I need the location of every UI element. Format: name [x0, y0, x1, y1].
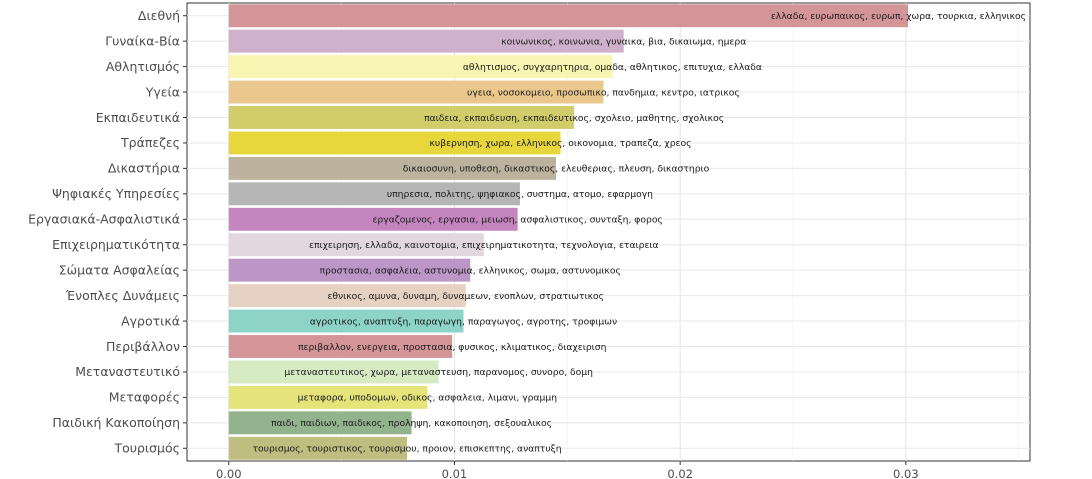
- y-tick-label: Αγροτικά: [121, 313, 180, 328]
- y-tick-label: Επιχειρηματικότητα: [52, 237, 180, 252]
- bar: [228, 411, 412, 435]
- y-tick-label: Υγεία: [145, 84, 180, 99]
- bar: [228, 106, 575, 129]
- bar: [228, 309, 464, 333]
- bar: [228, 207, 518, 231]
- y-tick-label: Μεταφορές: [109, 390, 180, 405]
- bar: [228, 385, 428, 409]
- bar-terms-label: επιχειρηση, ελλαδα, καινοτομια, επιχειρη…: [309, 240, 659, 251]
- bar-terms-label: δικαιοσυνη, υποθεση, δικαστικος, ελευθερ…: [403, 164, 710, 175]
- y-tick-label: Ψηφιακές Υπηρεσίες: [52, 186, 180, 201]
- y-tick-label: Σώματα Ασφαλείας: [59, 262, 180, 277]
- bar-terms-label: μεταναστευτικος, χωρα, μεταναστευση, παρ…: [284, 367, 593, 378]
- axes: Διεθνή Γυναίκα-Βία Αθλητισμός Υγεία Εκπαιδευ…: [28, 8, 919, 479]
- y-tick-label: Περιβάλλον: [106, 339, 180, 354]
- bar-terms-label: κοινωνικος, κοινωνια, γυναικα, βια, δικα…: [501, 36, 746, 47]
- y-tick-label: Παιδική Κακοποίηση: [52, 415, 180, 430]
- bars: ελλαδα, ευρωπαικος, ευρωπ, χωρα, τουρκια…: [228, 4, 1026, 460]
- bar: [228, 131, 561, 155]
- bar: [228, 335, 453, 358]
- bar: [228, 284, 466, 308]
- plot-panel: [186, 2, 1031, 462]
- y-tick-label: Αθλητισμός: [106, 59, 180, 74]
- x-tick-label: 0.01: [442, 467, 468, 479]
- bar-terms-label: εθνικος, αμυνα, δυναμη, δυναμεων, ενοπλω…: [327, 291, 604, 302]
- y-tick-label: Τουρισμός: [113, 441, 180, 456]
- y-tick-label: Δικαστήρια: [108, 161, 180, 176]
- y-tick-label: Διεθνή: [138, 8, 180, 23]
- bar-terms-label: τουρισμος, τουριστικος, τουρισμου, προιο…: [252, 444, 561, 455]
- bar: [228, 436, 408, 460]
- bar: [228, 156, 557, 180]
- x-tick-label: 0.03: [893, 467, 919, 479]
- bar-terms-label: ελλαδα, ευρωπαικος, ευρωπ, χωρα, τουρκια…: [771, 11, 1026, 22]
- bar-terms-label: εργαζομενος, εργασια, μειωση, ασφαλιστικ…: [372, 215, 662, 226]
- y-tick-label: Ένοπλες Δυνάμεις: [65, 288, 180, 303]
- y-tick-label: Εργασιακά-Ασφαλιστικά: [28, 212, 180, 227]
- bar: [228, 80, 604, 104]
- y-tick-label: Τράπεζες: [120, 135, 180, 150]
- bar-terms-label: παιδεια, εκπαιδευση, εκπαιδευτικος, σχολ…: [424, 113, 724, 124]
- bar: [228, 29, 624, 53]
- bar-terms-label: περιβαλλον, ενεργεια, προστασια, φυσικος…: [298, 342, 607, 353]
- bar-terms-label: προστασια, ασφαλεια, αστυνομια, ελληνικο…: [320, 265, 621, 276]
- bar: [228, 258, 471, 282]
- y-tick-label: Γυναίκα-Βία: [105, 33, 180, 48]
- y-tick-label: Εκπαιδευτικά: [96, 110, 180, 125]
- bar: [228, 4, 909, 28]
- y-tick-label: Μεταναστευτικό: [75, 364, 180, 379]
- bar-terms-label: υπηρεσια, πολιτης, ψηφιακος, συστημα, ατ…: [387, 189, 653, 200]
- bar-terms-label: αθλητισμος, συγχαρητηρια, ομαδα, αθλητικ…: [463, 62, 762, 73]
- bar: [228, 55, 613, 79]
- bar-terms-label: κυβερνηση, χωρα, ελληνικος, οικονομια, τ…: [430, 138, 692, 149]
- bar-terms-label: παιδι, παιδιων, παιδικος, προληψη, κακοπ…: [271, 418, 552, 429]
- bar-terms-label: υγεια, νοσοκομειο, προσωπικο, πανδημια, …: [467, 87, 740, 98]
- bar-terms-label: μεταφορα, υποδομων, οδικος, ασφαλεια, λι…: [298, 393, 558, 404]
- x-tick-label: 0.02: [667, 467, 693, 479]
- bar-terms-label: αγροτικος, αναπτυξη, παραγωγη, παραγωγος…: [310, 316, 617, 327]
- bar: [228, 233, 484, 257]
- bar: [228, 182, 520, 206]
- x-tick-label: 0.00: [216, 467, 242, 479]
- bar: [228, 360, 439, 384]
